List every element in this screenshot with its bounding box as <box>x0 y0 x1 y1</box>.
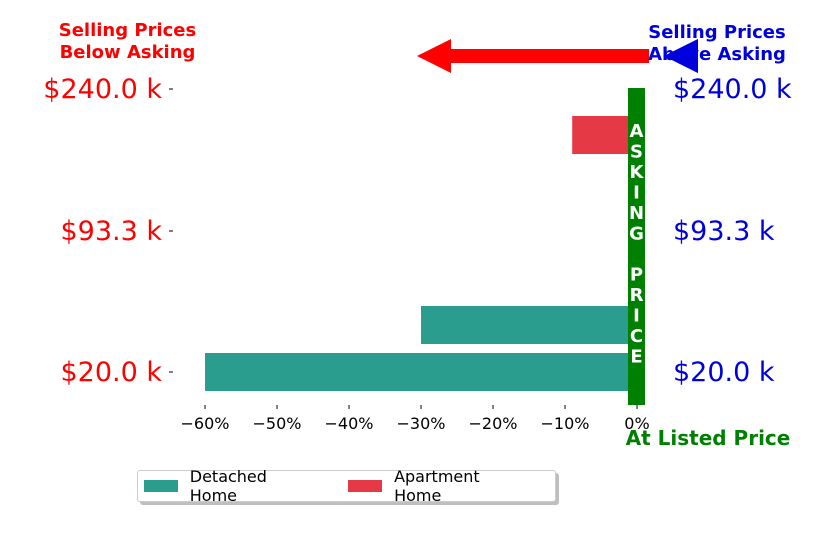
asking-letter: I <box>633 306 640 327</box>
header-below-line2: Below Asking <box>59 42 196 63</box>
bar-detached-0 <box>205 353 637 391</box>
x-tick-label: −40% <box>325 414 374 433</box>
bar-detached-1 <box>421 306 637 344</box>
y-tick-label-right: $240.0 k <box>673 74 792 105</box>
legend-label-detached: Detached Home <box>189 467 267 505</box>
arrow-below-head <box>417 39 451 73</box>
x-tick-label: 0% <box>624 414 649 433</box>
asking-price-band <box>628 88 645 405</box>
asking-letter: E <box>630 347 642 368</box>
arrow-below-shaft <box>449 49 649 63</box>
x-tick-label: −60% <box>181 414 230 433</box>
x-axis-label: At Listed Price <box>626 426 791 450</box>
y-tick-label-right: $20.0 k <box>673 357 775 388</box>
asking-letter: S <box>630 142 643 163</box>
bar-apartment-0 <box>572 116 637 154</box>
legend-item-detached: Detached Home <box>144 467 318 505</box>
asking-letter: A <box>630 121 644 142</box>
asking-letter: G <box>629 224 644 245</box>
header-below-asking: Selling Prices Below Asking <box>40 20 215 64</box>
legend-swatch-apartment <box>348 480 383 492</box>
y-tick-label-left: $20.0 k <box>60 357 162 388</box>
x-tick-label: −10% <box>541 414 590 433</box>
legend-label-apartment: Apartment Home <box>394 467 480 505</box>
y-tick-label-right: $93.3 k <box>673 216 775 247</box>
header-above-line1: Selling Prices <box>648 22 785 43</box>
legend-swatch-detached <box>144 480 178 492</box>
asking-letter: C <box>630 326 643 347</box>
x-tick-label: −50% <box>253 414 302 433</box>
x-tick-label: −30% <box>397 414 446 433</box>
header-below-line1: Selling Prices <box>58 20 197 41</box>
asking-letter: K <box>630 162 645 183</box>
asking-letter: P <box>630 265 643 286</box>
asking-letter: N <box>629 203 644 224</box>
legend-item-apartment: Apartment Home <box>348 467 531 505</box>
y-tick-label-left: $240.0 k <box>43 74 162 105</box>
legend: Detached Home Apartment Home <box>137 467 556 505</box>
y-tick-label-left: $93.3 k <box>60 216 162 247</box>
asking-letter: R <box>630 285 644 306</box>
asking-letter: I <box>633 183 640 204</box>
x-tick-label: −20% <box>469 414 518 433</box>
arrow-above-head-overlay <box>664 39 698 73</box>
